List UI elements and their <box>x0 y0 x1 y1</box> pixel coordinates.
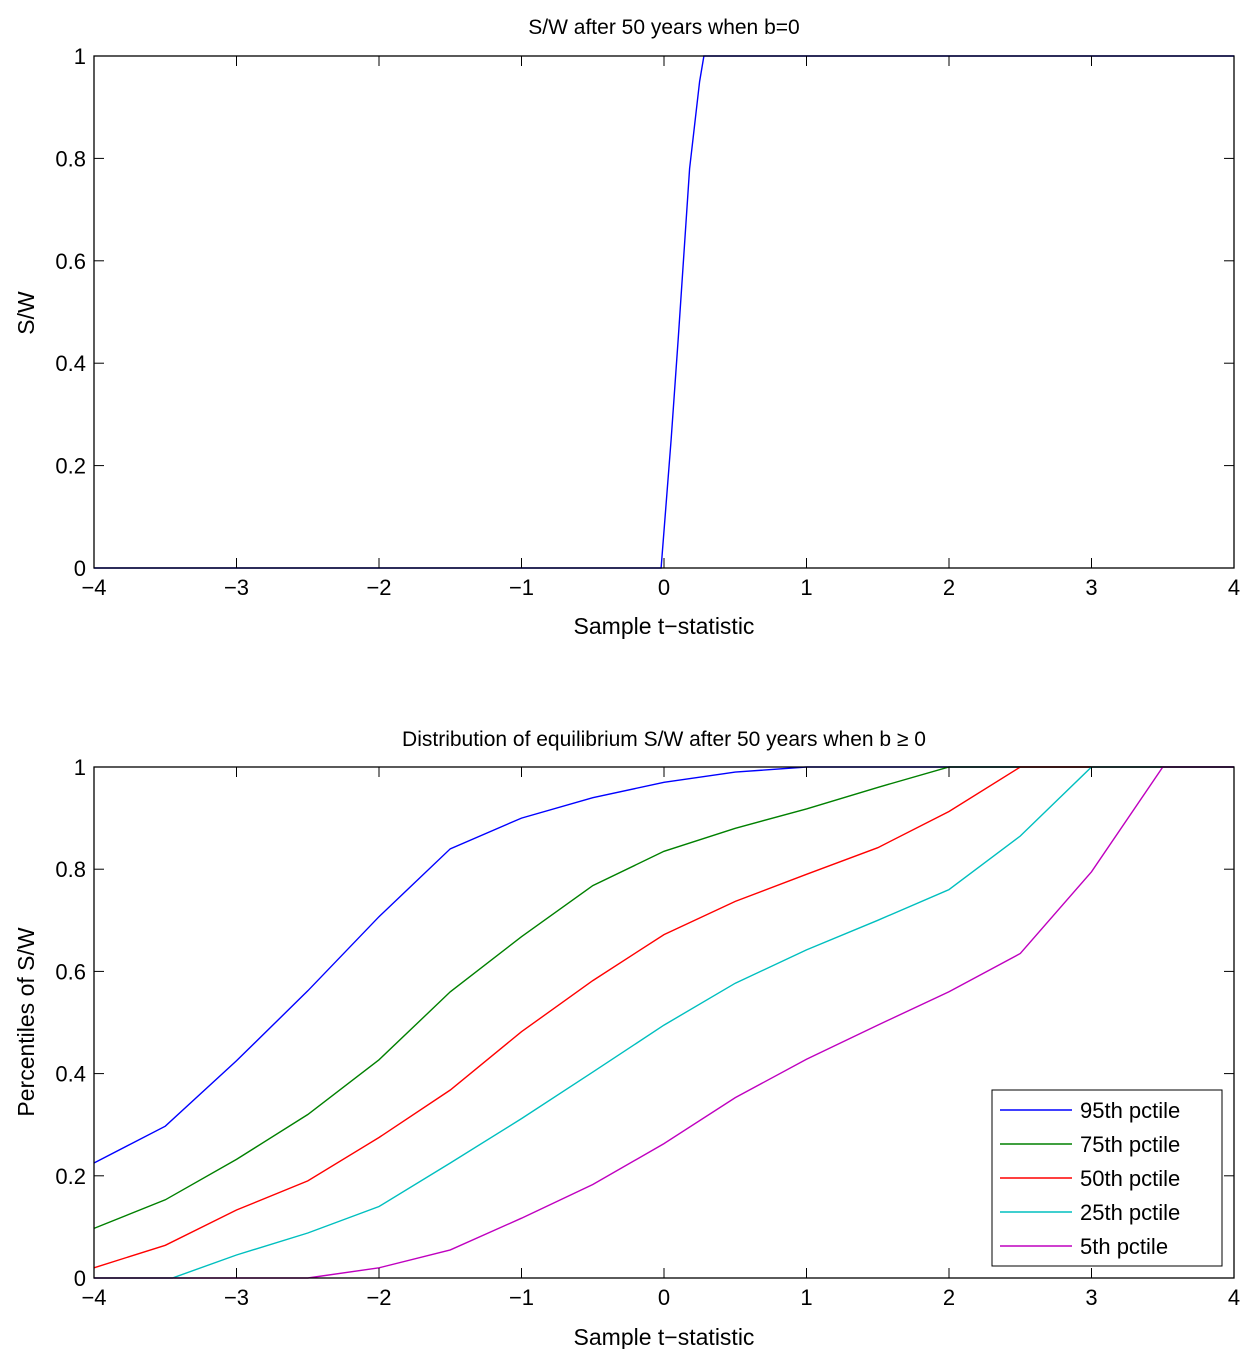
x-tick-label: −3 <box>224 1285 249 1310</box>
x-tick-label: 4 <box>1228 1285 1240 1310</box>
chart-sw-distribution: Distribution of equilibrium S/W after 50… <box>13 728 1240 1349</box>
series-line-0 <box>94 55 1234 569</box>
y-tick-label: 1 <box>74 44 86 69</box>
chart-title: Distribution of equilibrium S/W after 50… <box>402 728 926 751</box>
chart-sw-b0: S/W after 50 years when b=0 Sample t−sta… <box>13 16 1240 639</box>
plot-frame <box>93 766 1235 1279</box>
legend-label-1: 75th pctile <box>1080 1132 1180 1157</box>
chart-title: S/W after 50 years when b=0 <box>528 16 799 39</box>
y-tick-label: 0.6 <box>55 959 86 984</box>
plot-frame <box>93 55 1235 569</box>
y-tick-label: 0.8 <box>55 146 86 171</box>
x-tick-label: −1 <box>509 1285 534 1310</box>
y-tick-label: 0 <box>74 1266 86 1291</box>
legend-label-2: 50th pctile <box>1080 1166 1180 1191</box>
x-tick-label: −4 <box>81 575 106 600</box>
legend-label-4: 5th pctile <box>1080 1234 1168 1259</box>
x-tick-label: 0 <box>658 1285 670 1310</box>
y-tick-label: 0.2 <box>55 454 86 479</box>
x-tick-label: −4 <box>81 1285 106 1310</box>
y-tick-label: 0.4 <box>55 351 86 376</box>
x-tick-label: 4 <box>1228 575 1240 600</box>
x-tick-label: 0 <box>658 575 670 600</box>
y-tick-label: 0.2 <box>55 1164 86 1189</box>
y-axis-label: S/W <box>13 291 39 335</box>
x-tick-label: 2 <box>943 1285 955 1310</box>
x-tick-label: 3 <box>1085 1285 1097 1310</box>
y-tick-label: 0.8 <box>55 857 86 882</box>
y-tick-label: 0.4 <box>55 1062 86 1087</box>
legend-label-3: 25th pctile <box>1080 1200 1180 1225</box>
x-tick-label: 1 <box>800 1285 812 1310</box>
y-tick-label: 1 <box>74 755 86 780</box>
y-tick-label: 0 <box>74 556 86 581</box>
y-axis-label: Percentiles of S/W <box>13 927 39 1116</box>
x-tick-label: 3 <box>1085 575 1097 600</box>
x-axis-label: Sample t−statistic <box>574 613 755 639</box>
x-tick-label: −2 <box>366 575 391 600</box>
legend-label-0: 95th pctile <box>1080 1098 1180 1123</box>
x-axis-label: Sample t−statistic <box>574 1324 755 1349</box>
x-tick-label: 2 <box>943 575 955 600</box>
x-tick-label: −1 <box>509 575 534 600</box>
x-tick-label: −2 <box>366 1285 391 1310</box>
y-tick-label: 0.6 <box>55 249 86 274</box>
series-line-3 <box>94 766 1234 1279</box>
x-tick-label: −3 <box>224 575 249 600</box>
x-tick-label: 1 <box>800 575 812 600</box>
